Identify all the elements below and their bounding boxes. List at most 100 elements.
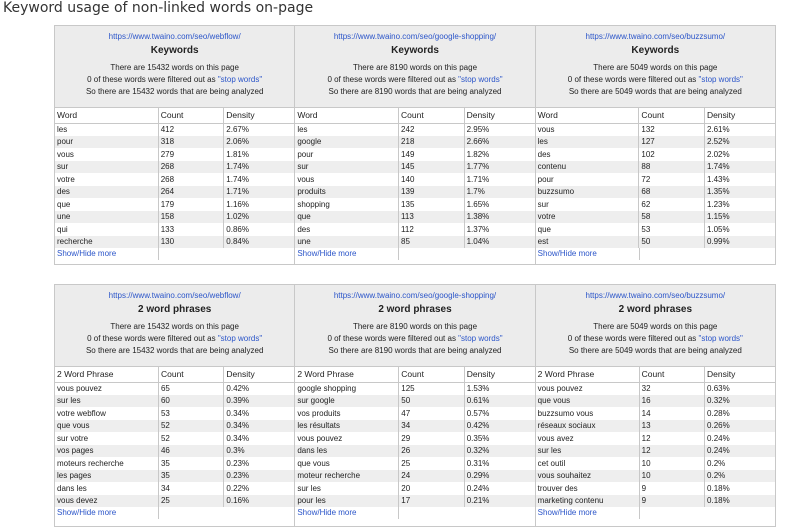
stop-words-link[interactable]: "stop words" <box>698 334 743 343</box>
page-url-link[interactable]: https://www.twaino.com/seo/buzzsumo/ <box>585 32 726 41</box>
cell-density: 1.35% <box>704 185 775 198</box>
cell-term: moteurs recherche <box>55 457 159 470</box>
cell-count: 29 <box>398 432 465 445</box>
cell-count: 149 <box>398 148 465 161</box>
table-row: les 242 2.95% <box>295 123 535 136</box>
cell-density: 1.53% <box>464 382 535 395</box>
cell-term: shopping <box>295 198 400 211</box>
cell-term: votre webflow <box>55 407 159 420</box>
page-url-link[interactable]: https://www.twaino.com/seo/google-shoppi… <box>333 291 497 300</box>
cell-count: 50 <box>398 394 465 407</box>
table-row: buzzsumo vous 14 0.28% <box>535 407 775 420</box>
show-hide-more-link[interactable]: Show/Hide more <box>295 248 400 260</box>
cell-count: 113 <box>398 210 465 223</box>
filtered-text: 0 of these words were filtered out as "s… <box>295 74 534 86</box>
cell-count: 47 <box>398 407 465 420</box>
table-header-row: 2 Word Phrase Count Density <box>295 367 535 383</box>
column-header-count: Count <box>158 108 225 124</box>
filtered-text: 0 of these words were filtered out as "s… <box>55 333 294 345</box>
cell-term: que vous <box>295 457 400 470</box>
page-url-link[interactable]: https://www.twaino.com/seo/buzzsumo/ <box>585 291 726 300</box>
url-panel: https://www.twaino.com/seo/google-shoppi… <box>295 285 536 526</box>
table-row: des 264 1.71% <box>55 185 295 198</box>
panel-heading: Keywords <box>150 45 199 56</box>
table-row: vous souhaitez 10 0.2% <box>535 469 775 482</box>
cell-count: 34 <box>158 482 225 495</box>
cell-count: 279 <box>158 148 225 161</box>
cell-term: votre <box>55 173 159 186</box>
stop-words-link[interactable]: "stop words" <box>458 334 503 343</box>
cell-count: 14 <box>639 407 706 420</box>
cell-term: moteur recherche <box>295 469 400 482</box>
column-header-density: Density <box>223 367 295 383</box>
cell-density: 1.7% <box>464 185 535 198</box>
cell-count: 52 <box>158 432 225 445</box>
filtered-text-prefix: 0 of these words were filtered out as <box>327 75 459 84</box>
cell-term: vous pouvez <box>55 382 159 395</box>
panel-header: https://www.twaino.com/seo/webflow/Keywo… <box>55 26 295 108</box>
show-hide-more-link[interactable]: Show/Hide more <box>55 248 159 260</box>
table-row: vous avez 12 0.24% <box>535 432 775 445</box>
cell-count: 65 <box>158 382 225 395</box>
table-row: vos produits 47 0.57% <box>295 407 535 420</box>
cell-term: réseaux sociaux <box>535 419 640 432</box>
cell-density: 0.23% <box>223 469 295 482</box>
cell-density: 0.2% <box>704 469 775 482</box>
word-count-text: There are 5049 words on this page <box>593 63 718 72</box>
cell-count: 34 <box>398 419 465 432</box>
stop-words-link[interactable]: "stop words" <box>458 75 503 84</box>
page-url-link[interactable]: https://www.twaino.com/seo/webflow/ <box>108 32 241 41</box>
cell-count: 62 <box>638 198 705 211</box>
cell-count: 13 <box>639 419 706 432</box>
table-row: les pages 35 0.23% <box>55 469 295 482</box>
table-row: votre 268 1.74% <box>55 173 295 186</box>
show-hide-more-link[interactable]: Show/Hide more <box>55 507 159 519</box>
cell-term: que vous <box>535 394 640 407</box>
url-panel: https://www.twaino.com/seo/buzzsumo/Keyw… <box>535 26 775 264</box>
stop-words-link[interactable]: "stop words" <box>217 75 263 84</box>
cell-term: marketing contenu <box>535 494 640 507</box>
table-row: des 102 2.02% <box>535 148 775 161</box>
cell-density: 1.77% <box>464 160 535 173</box>
cell-count: 52 <box>158 419 225 432</box>
cell-density: 1.16% <box>223 198 295 211</box>
cell-density: 2.02% <box>704 148 775 161</box>
table-row: vous pouvez 29 0.35% <box>295 432 535 445</box>
stop-words-link[interactable]: "stop words" <box>217 334 263 343</box>
cell-term: vous souhaitez <box>535 469 640 482</box>
cell-density: 0.63% <box>704 382 775 395</box>
cell-density: 0.99% <box>704 235 775 248</box>
column-header-word: 2 Word Phrase <box>55 367 159 383</box>
cell-density: 0.31% <box>464 457 535 470</box>
show-hide-more-link[interactable]: Show/Hide more <box>535 248 640 260</box>
panel-heading: Keywords <box>391 45 439 56</box>
table-row: sur 62 1.23% <box>535 198 775 211</box>
cell-term: que vous <box>55 419 159 432</box>
filtered-text-prefix: 0 of these words were filtered out as <box>567 75 699 84</box>
show-hide-more-link[interactable]: Show/Hide more <box>535 507 640 519</box>
cell-density: 2.61% <box>704 123 775 136</box>
table-row: dans les 34 0.22% <box>55 482 295 495</box>
cell-count: 158 <box>158 210 225 223</box>
panel-heading: 2 word phrases <box>137 304 212 315</box>
table-row: votre 58 1.15% <box>535 210 775 223</box>
stop-words-link[interactable]: "stop words" <box>698 75 743 84</box>
table-row: trouver des 9 0.18% <box>535 482 775 495</box>
page-url-link[interactable]: https://www.twaino.com/seo/webflow/ <box>108 291 241 300</box>
table-header-row: Word Count Density <box>55 108 295 124</box>
cell-count: 179 <box>158 198 225 211</box>
page-url-link[interactable]: https://www.twaino.com/seo/google-shoppi… <box>333 32 497 41</box>
cell-count: 112 <box>398 223 465 236</box>
cell-term: votre <box>535 210 640 223</box>
cell-density: 1.05% <box>704 223 775 236</box>
cell-count: 10 <box>639 457 706 470</box>
column-header-count: Count <box>158 367 225 383</box>
cell-count: 145 <box>398 160 465 173</box>
cell-term: les <box>535 135 640 148</box>
panel-header: https://www.twaino.com/seo/buzzsumo/2 wo… <box>535 285 775 367</box>
cell-density: 0.28% <box>704 407 775 420</box>
cell-term: sur les <box>535 444 640 457</box>
cell-count: 85 <box>398 235 465 248</box>
show-hide-more-link[interactable]: Show/Hide more <box>295 507 400 519</box>
cell-term: pour <box>295 148 400 161</box>
